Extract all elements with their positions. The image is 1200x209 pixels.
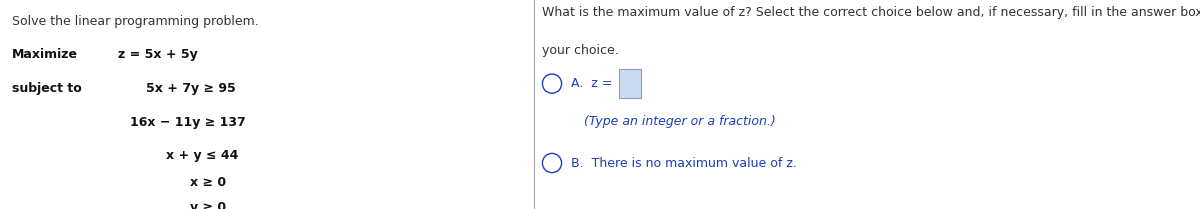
Text: What is the maximum value of z? Select the correct choice below and, if necessar: What is the maximum value of z? Select t… [542,6,1200,19]
Text: your choice.: your choice. [542,44,619,57]
Text: x + y ≤ 44: x + y ≤ 44 [166,149,238,162]
Text: Maximize: Maximize [12,48,78,61]
Text: z = 5x + 5y: z = 5x + 5y [118,48,197,61]
Text: y ≥ 0: y ≥ 0 [190,201,226,209]
Text: Solve the linear programming problem.: Solve the linear programming problem. [12,15,259,28]
Text: 5x + 7y ≥ 95: 5x + 7y ≥ 95 [146,82,236,95]
Text: subject to: subject to [12,82,82,95]
Text: B.  There is no maximum value of z.: B. There is no maximum value of z. [571,157,797,169]
Text: (Type an integer or a fraction.): (Type an integer or a fraction.) [584,115,776,128]
Text: A.  z =: A. z = [571,77,612,90]
Text: x ≥ 0: x ≥ 0 [190,176,226,189]
Text: 16x − 11y ≥ 137: 16x − 11y ≥ 137 [130,116,245,129]
FancyBboxPatch shape [619,69,641,98]
